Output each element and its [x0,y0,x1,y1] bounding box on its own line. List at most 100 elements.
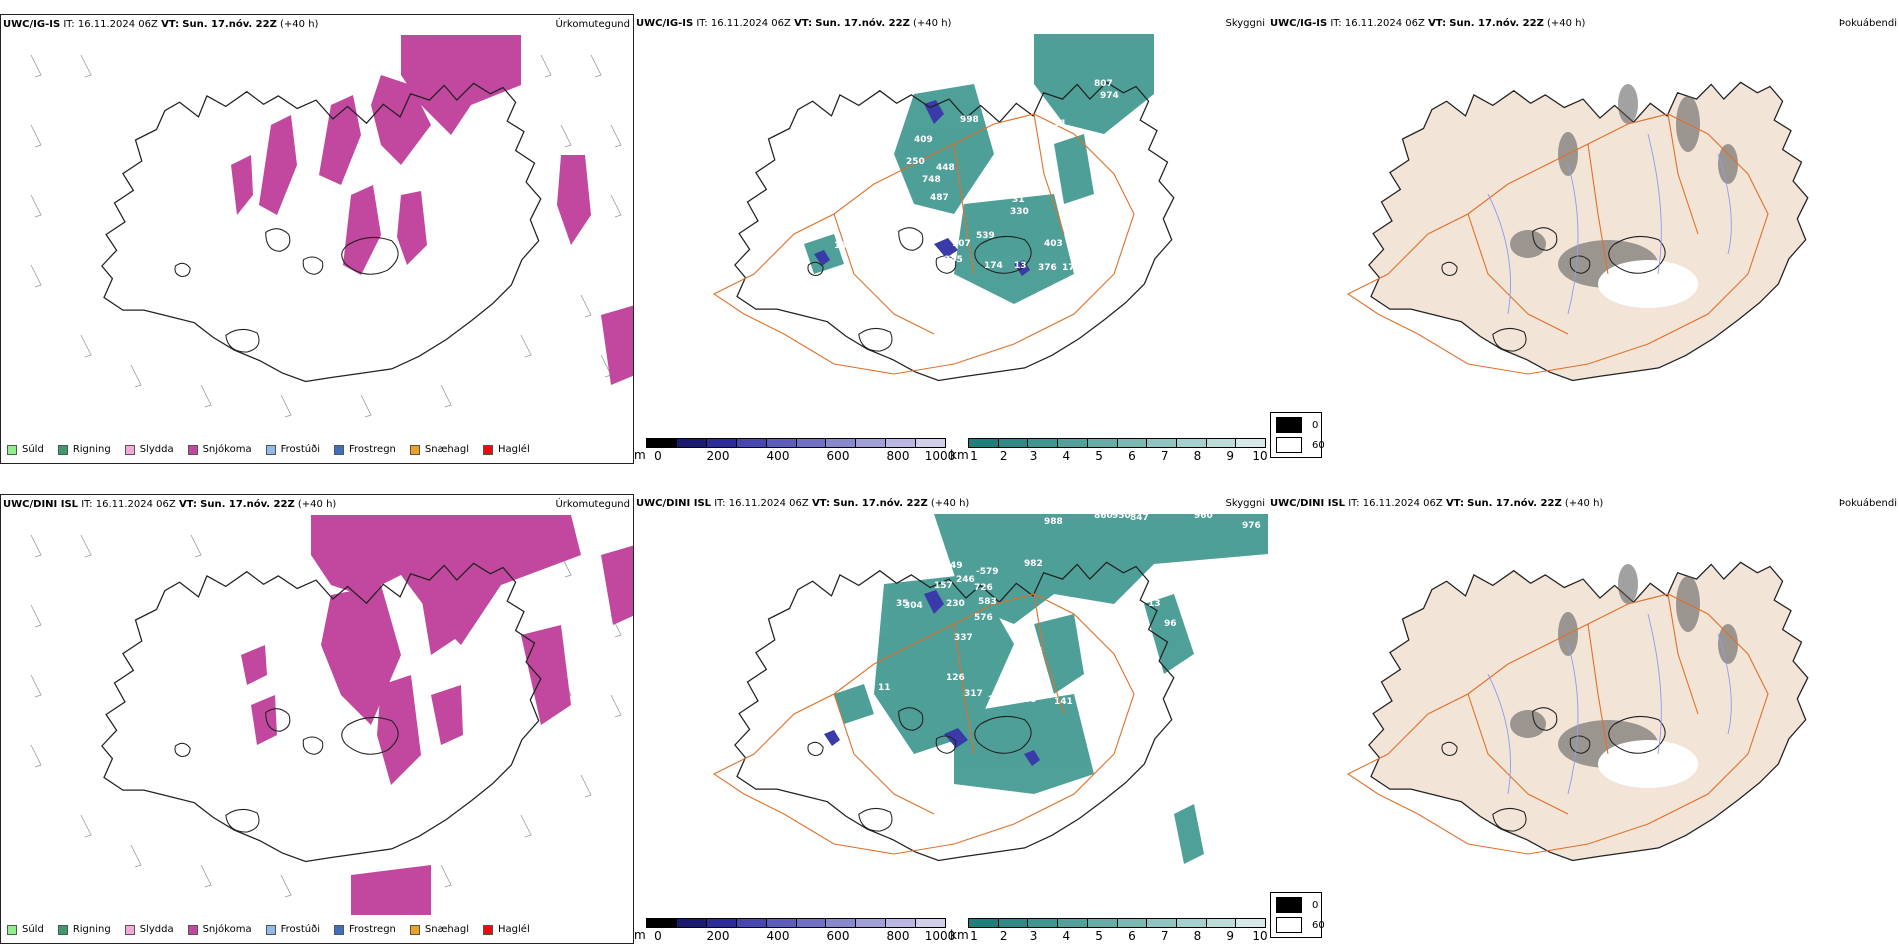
height-bin [647,919,677,927]
svg-text:13: 13 [1014,261,1027,271]
panel-title: Þokuábendi [1838,498,1897,509]
legend-swatch [1276,917,1302,933]
visibility-bin [1058,439,1088,447]
legend-swatch [483,444,494,455]
svg-text:109: 109 [1018,695,1037,705]
svg-text:376: 376 [1038,263,1057,273]
height-bin [676,439,707,447]
height-bin [796,919,827,927]
legend-swatch [57,924,68,935]
precip-type-map [30,515,633,915]
legend-item: Haglél [483,924,530,935]
svg-text:539: 539 [976,231,995,241]
precip-type-map [30,35,633,418]
svg-text:15: 15 [834,241,847,251]
precip-type-legend: Súld Rigning Slydda Snjókoma Frostúði Fr… [7,924,530,935]
panel-title: Skyggni [1225,18,1265,29]
height-bin [647,439,677,447]
svg-text:487: 487 [930,193,949,203]
panel-precip-type-bottom: UWC/DINI ISL IT: 16.11.2024 06Z VT: Sun.… [0,494,634,944]
svg-text:847: 847 [1130,513,1149,523]
visibility-bin [998,919,1029,927]
panel-title: Úrkomutegund [555,499,630,510]
svg-text:245: 245 [944,255,963,265]
height-bin [706,439,737,447]
legend-swatch [483,924,494,935]
precip-type-legend: Súld Rigning Slydda Snjókoma Frostúði Fr… [7,444,530,455]
ceiling-labels: 988 860 950 847 960 976 49 -579 982 157 24672… [878,511,1261,707]
visibility-bin [1087,919,1118,927]
snow-areas [241,515,633,915]
svg-text:96: 96 [1164,619,1177,629]
legend-item: Slydda [124,444,174,455]
svg-text:141: 141 [1054,697,1073,707]
visibility-bin [969,919,999,927]
legend-swatch [409,444,420,455]
svg-text:230: 230 [946,599,965,609]
visibility-bin [1176,439,1207,447]
legend-item: Frostregn [334,444,396,455]
legend-item: Rigning [57,444,111,455]
height-bin [916,439,946,447]
svg-text:982: 982 [1024,559,1043,569]
svg-text:726: 726 [974,583,993,593]
fog-indicator-map [1346,561,1809,862]
svg-text:157: 157 [934,581,953,591]
legend-item: Snjókoma [187,444,252,455]
svg-text:267: 267 [988,695,1007,705]
visibility-bin [1147,439,1177,447]
svg-text:998: 998 [960,115,979,125]
height-bin [766,439,797,447]
svg-text:576: 576 [974,613,993,623]
height-bin [736,919,767,927]
svg-text:807: 807 [1094,79,1113,89]
panel-fog-indicator-top: UWC/IG-IS IT: 16.11.2024 06Z VT: Sun. 17… [1268,14,1900,434]
legend-item: Rigning [57,924,111,935]
height-bin [886,439,917,447]
svg-text:250: 250 [906,157,925,167]
panel-header: UWC/DINI ISL IT: 16.11.2024 06Z VT: Sun.… [3,499,337,510]
height-bin [886,919,917,927]
snow-areas [231,35,633,385]
svg-text:11: 11 [878,683,891,693]
panel-header: UWC/DINI ISL IT: 16.11.2024 06Z VT: Sun.… [636,498,970,509]
legend-swatch [1276,437,1302,453]
panel-fog-indicator-bottom: UWC/DINI ISL IT: 16.11.2024 06Z VT: Sun.… [1268,494,1900,894]
panel-header: UWC/IG-IS IT: 16.11.2024 06Z VT: Sun. 17… [636,18,952,29]
svg-text:748: 748 [922,175,941,185]
legend-swatch [124,924,135,935]
cover-legend-bottom: 0 60 [1270,892,1325,938]
legend-swatch [409,924,420,935]
visibility-map: 988 860 950 847 960 976 49 -579 982 157 24672… [712,511,1268,864]
legend-item: Snæhagl [409,924,469,935]
visibility-bin [1087,439,1118,447]
svg-text:85: 85 [1024,617,1037,627]
svg-text:37: 37 [1110,147,1123,157]
visibility-bin [1058,919,1088,927]
visibility-bin [1176,919,1207,927]
visibility-bin [1236,919,1266,927]
svg-text:988: 988 [1044,517,1063,527]
legend-swatch [7,924,17,935]
svg-text:72: 72 [994,167,1007,177]
fog-indicator-map [1346,81,1809,382]
svg-text:403: 403 [1044,239,1063,249]
legend-swatch [1276,897,1302,913]
svg-text:330: 330 [1010,207,1029,217]
panel-header: UWC/IG-IS IT: 16.11.2024 06Z VT: Sun. 17… [3,19,319,30]
legend-swatch [124,444,135,455]
svg-text:13: 13 [1148,599,1161,609]
svg-text:923: 923 [1006,663,1025,673]
panel-precip-type-top: UWC/IG-IS IT: 16.11.2024 06Z VT: Sun. 17… [0,14,634,464]
visibility-bin [1028,439,1059,447]
svg-text:409: 409 [914,135,933,145]
visibility-bin [1147,919,1177,927]
legend-item: Snjókoma [187,924,252,935]
legend-item: Haglél [483,444,530,455]
svg-text:860: 860 [1094,511,1113,521]
svg-text:960: 960 [1194,511,1213,521]
legend-swatch [334,444,344,455]
height-bin [856,439,887,447]
ceiling-labels: 998 807 974 31 409 250 748 448 487 72 31 330 5… [834,79,1139,273]
